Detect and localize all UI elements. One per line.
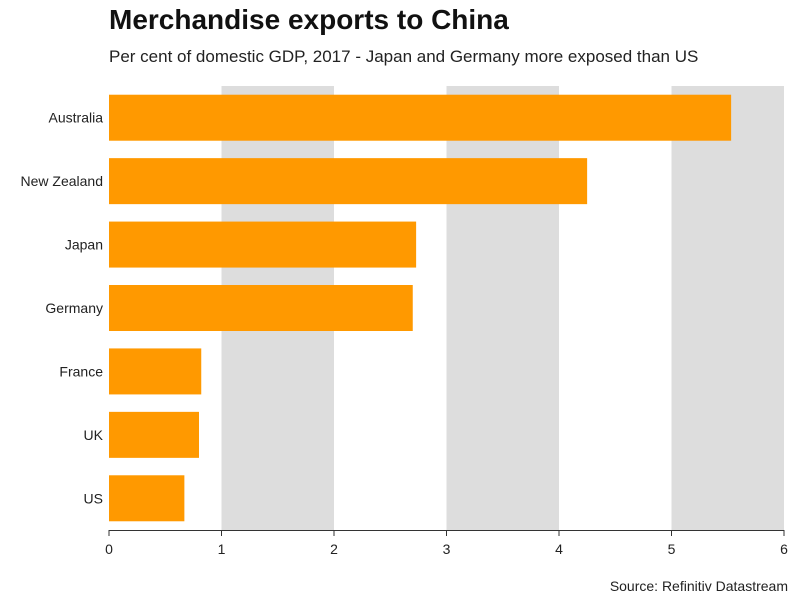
bar-us (109, 475, 185, 522)
x-tick-label: 0 (105, 541, 113, 557)
chart-subtitle: Per cent of domestic GDP, 2017 - Japan a… (109, 47, 699, 66)
y-tick-label: France (59, 363, 103, 379)
bar-new-zealand (109, 158, 588, 205)
x-tick-label: 4 (555, 541, 563, 557)
bar-germany (109, 285, 413, 331)
y-tick-label: Australia (49, 110, 104, 126)
x-tick-label: 6 (780, 541, 788, 557)
bar-japan (109, 221, 417, 268)
x-tick-label: 2 (330, 541, 338, 557)
grid-band (671, 86, 784, 530)
bar-australia (109, 94, 732, 141)
source-note: Source: Refinitiv Datastream (609, 578, 788, 594)
bar-france (109, 348, 202, 395)
grid-band (446, 86, 559, 530)
y-tick-label: Germany (45, 300, 103, 316)
x-tick-label: 3 (443, 541, 451, 557)
x-tick-label: 5 (668, 541, 676, 557)
x-tick-label: 1 (218, 541, 226, 557)
y-tick-label: US (84, 490, 103, 506)
y-tick-label: Japan (65, 237, 103, 253)
bar-uk (109, 411, 199, 458)
y-tick-label: New Zealand (21, 173, 104, 189)
chart-title: Merchandise exports to China (109, 4, 509, 35)
y-tick-label: UK (84, 427, 104, 443)
